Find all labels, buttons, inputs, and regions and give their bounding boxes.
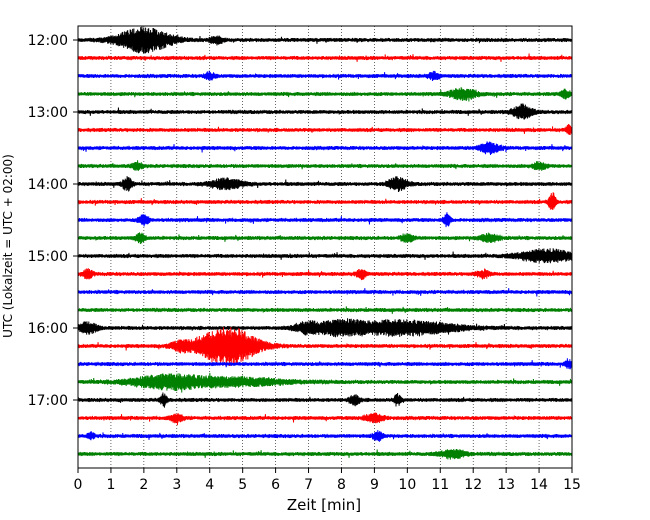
trace-line bbox=[77, 430, 573, 442]
trace-line bbox=[77, 176, 573, 192]
trace-line bbox=[77, 318, 573, 338]
y-tick-label: 14:00 bbox=[28, 177, 68, 193]
x-tick-label: 5 bbox=[238, 477, 247, 493]
trace-line bbox=[77, 358, 573, 370]
trace-line bbox=[77, 212, 573, 228]
trace-line bbox=[77, 248, 573, 264]
trace-line bbox=[77, 448, 573, 460]
x-tick-label: 0 bbox=[74, 477, 83, 493]
trace-line bbox=[77, 306, 573, 314]
trace-line bbox=[77, 232, 573, 245]
plot-frame bbox=[77, 25, 573, 469]
x-tick-label: 14 bbox=[530, 477, 548, 493]
trace-line bbox=[77, 70, 573, 81]
y-tick-label: 13:00 bbox=[28, 105, 68, 121]
y-tick-label: 15:00 bbox=[28, 249, 68, 265]
trace-line bbox=[77, 87, 573, 102]
x-tick-label: 8 bbox=[337, 477, 346, 493]
y-axis-label: UTC (Lokalzeit = UTC + 02:00) bbox=[1, 154, 15, 338]
trace-line bbox=[77, 103, 573, 120]
trace-line bbox=[77, 288, 573, 297]
x-tick-label: 12 bbox=[464, 477, 482, 493]
trace-line bbox=[77, 412, 573, 426]
trace-line bbox=[77, 160, 573, 171]
x-tick-label: 10 bbox=[398, 477, 416, 493]
y-tick-label: 17:00 bbox=[28, 393, 68, 409]
trace-line bbox=[77, 53, 573, 62]
x-tick-label: 4 bbox=[205, 477, 214, 493]
x-tick-label: 3 bbox=[172, 477, 181, 493]
x-tick-label: 15 bbox=[563, 477, 581, 493]
y-tick-label: 16:00 bbox=[28, 321, 68, 337]
trace-line bbox=[77, 392, 573, 408]
x-tick-label: 1 bbox=[106, 477, 115, 493]
x-axis-label: Zeit [min] bbox=[287, 496, 361, 514]
trace-line bbox=[77, 372, 573, 393]
x-tick-label: 7 bbox=[304, 477, 313, 493]
x-tick-label: 9 bbox=[370, 477, 379, 493]
trace-line bbox=[77, 141, 573, 156]
trace-lines bbox=[77, 26, 573, 460]
y-axis-ticks: 12:00 13:00 14:00 15:00 16:00 17:00 bbox=[28, 33, 78, 409]
y-tick-label: 12:00 bbox=[28, 33, 68, 49]
x-tick-label: 13 bbox=[497, 477, 515, 493]
x-axis-ticks: 0 1 2 3 4 5 6 7 8 9 10 11 12 13 14 15 bbox=[74, 468, 581, 493]
x-tick-label: 6 bbox=[271, 477, 280, 493]
trace-line bbox=[77, 327, 573, 367]
trace-line bbox=[77, 123, 573, 135]
x-tick-label: 2 bbox=[139, 477, 148, 493]
trace-line bbox=[77, 268, 573, 281]
x-tick-label: 11 bbox=[431, 477, 449, 493]
trace-line bbox=[77, 192, 573, 210]
trace-line bbox=[77, 26, 573, 54]
